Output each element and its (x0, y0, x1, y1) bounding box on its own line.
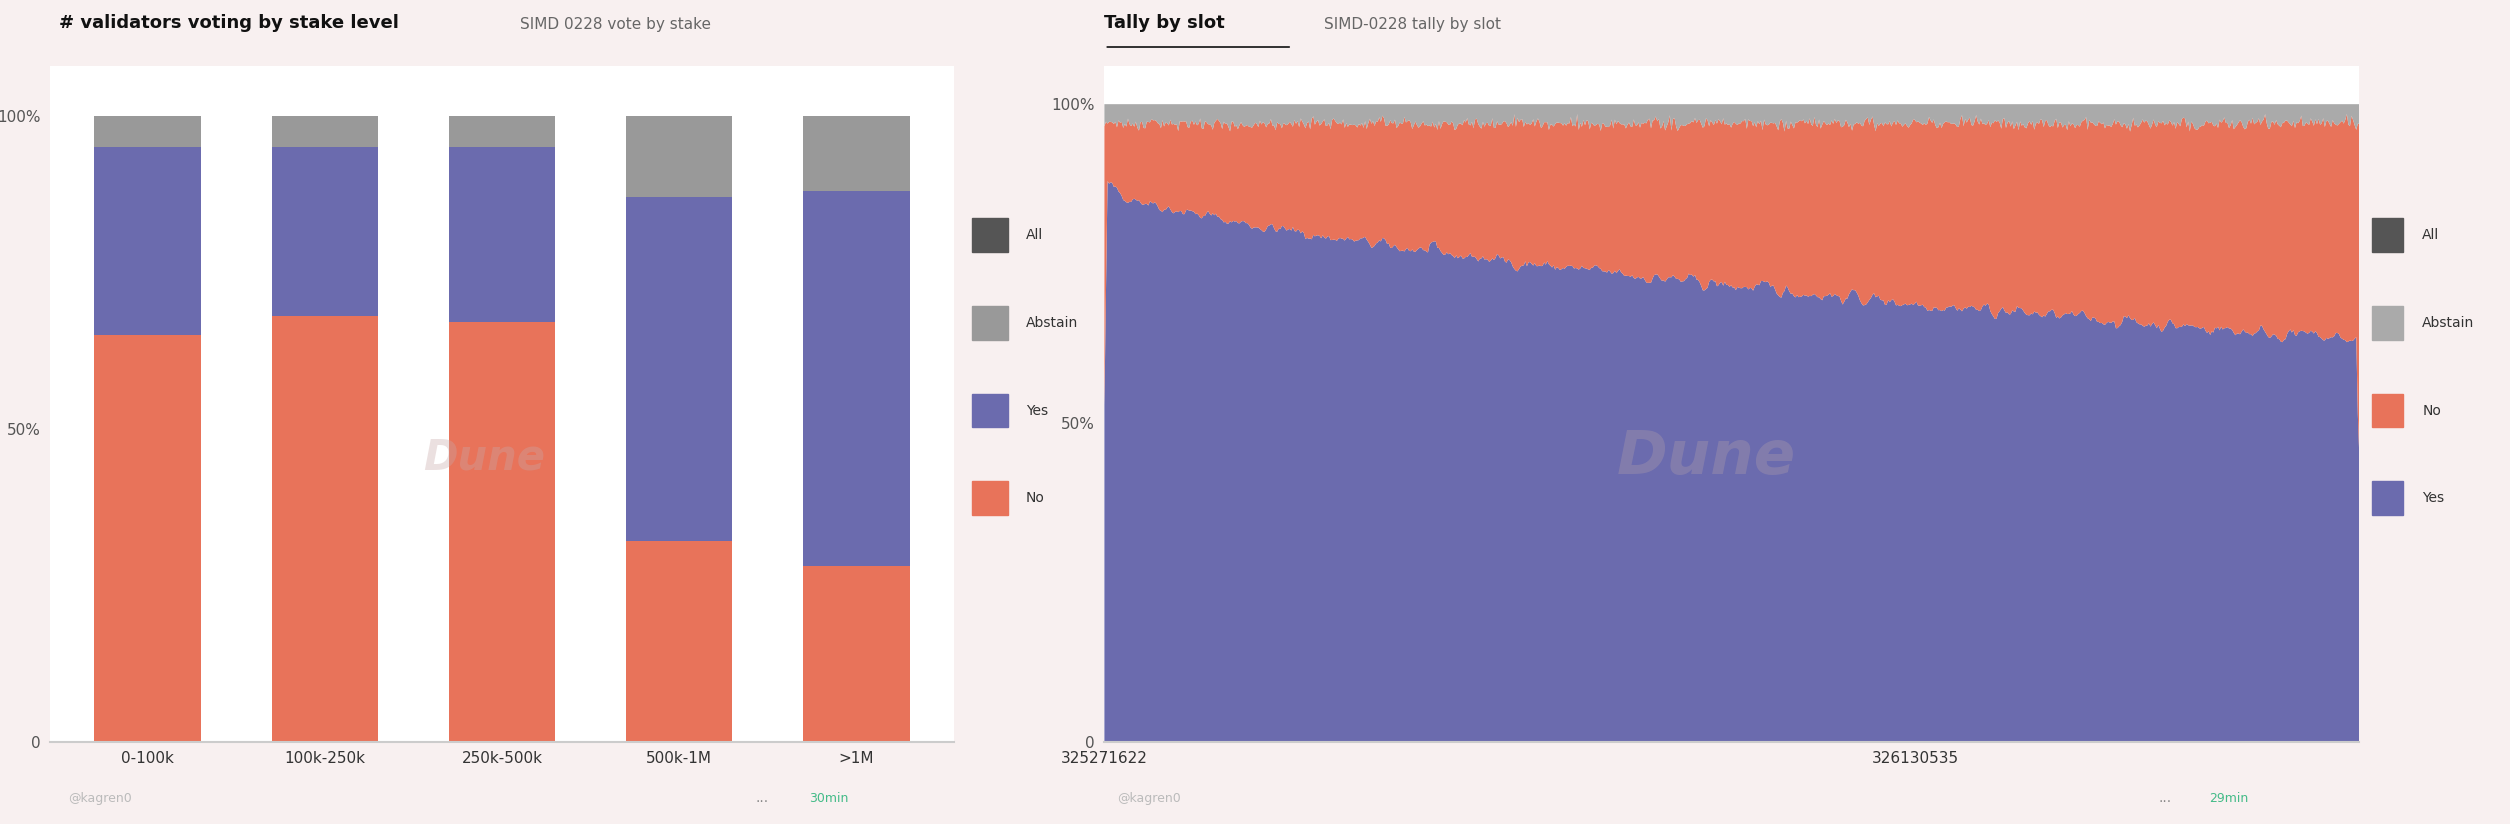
Text: Yes: Yes (1027, 404, 1049, 418)
FancyBboxPatch shape (971, 394, 1009, 428)
Text: All: All (2422, 228, 2440, 241)
Bar (95, 335, 201, 742)
Text: All: All (1027, 228, 1044, 241)
Text: SIMD 0228 vote by stake: SIMD 0228 vote by stake (520, 17, 710, 32)
Bar (625, 197, 733, 541)
Text: 29min: 29min (2209, 793, 2249, 805)
Bar (95, 116, 201, 147)
FancyBboxPatch shape (2372, 218, 2405, 252)
Text: Abstain: Abstain (1027, 316, 1079, 330)
Text: No: No (2422, 404, 2442, 418)
FancyBboxPatch shape (2372, 306, 2405, 339)
FancyBboxPatch shape (971, 218, 1009, 252)
Text: SIMD-0228 tally by slot: SIMD-0228 tally by slot (1325, 17, 1501, 32)
Text: ...: ... (2159, 791, 2171, 805)
Bar (803, 566, 909, 742)
Bar (271, 316, 379, 742)
Text: @kagren0: @kagren0 (68, 793, 133, 805)
FancyBboxPatch shape (2372, 481, 2405, 515)
Text: @kagren0: @kagren0 (1117, 793, 1180, 805)
Bar (803, 116, 909, 191)
Text: No: No (1027, 491, 1044, 505)
Text: ...: ... (756, 791, 768, 805)
FancyBboxPatch shape (971, 481, 1009, 515)
Text: Yes: Yes (2422, 491, 2445, 505)
Bar (449, 116, 555, 147)
Text: 30min: 30min (808, 793, 848, 805)
Bar (449, 147, 555, 322)
Text: Tally by slot: Tally by slot (1104, 14, 1225, 32)
Bar (449, 322, 555, 742)
Bar (803, 191, 909, 566)
Bar (271, 116, 379, 147)
Text: Dune: Dune (1616, 428, 1797, 487)
Text: Abstain: Abstain (2422, 316, 2475, 330)
Text: # validators voting by stake level: # validators voting by stake level (60, 14, 399, 32)
Text: Dune: Dune (422, 437, 545, 479)
FancyBboxPatch shape (971, 306, 1009, 339)
FancyBboxPatch shape (2372, 394, 2405, 428)
Bar (95, 147, 201, 335)
Bar (625, 541, 733, 742)
Bar (625, 116, 733, 197)
Bar (271, 147, 379, 316)
